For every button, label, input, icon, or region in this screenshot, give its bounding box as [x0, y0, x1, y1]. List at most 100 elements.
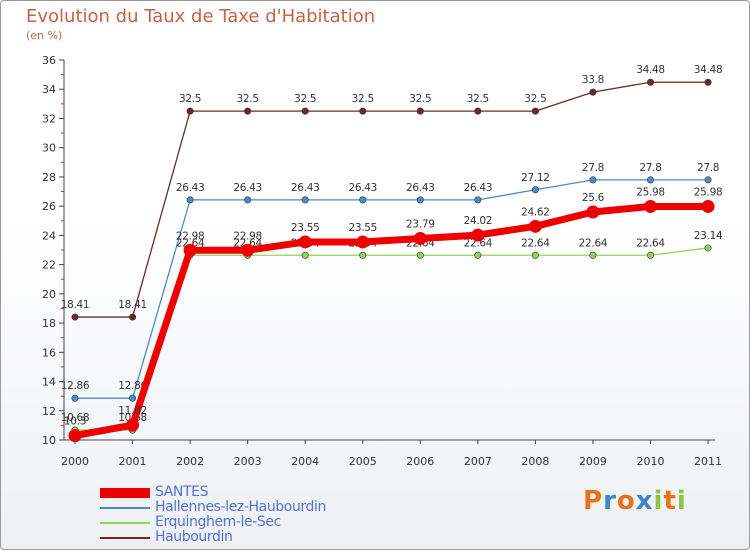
x-tick-label: 2004: [291, 455, 319, 468]
data-point: [359, 251, 367, 259]
data-label: 10.3: [64, 416, 86, 428]
data-label: 32.5: [409, 93, 431, 105]
data-label: 18.41: [118, 299, 147, 311]
data-label: 34.48: [636, 64, 665, 76]
data-label: 32.5: [179, 93, 201, 105]
data-label: 26.43: [291, 182, 320, 194]
y-tick-label: 26: [42, 200, 56, 213]
data-label: 26.43: [176, 182, 205, 194]
y-tick-label: 24: [42, 229, 56, 242]
y-tick-label: 28: [42, 171, 56, 184]
data-point: [704, 176, 712, 184]
data-point: [474, 196, 482, 204]
logo-letter: i: [653, 486, 664, 516]
data-label: 23.55: [291, 222, 320, 234]
data-point: [68, 429, 82, 443]
data-label: 26.43: [406, 182, 435, 194]
data-label: 22.64: [636, 237, 665, 249]
data-label: 32.5: [294, 93, 316, 105]
data-label: 24.02: [464, 215, 493, 227]
x-tick-label: 2000: [61, 455, 89, 468]
y-tick-label: 20: [42, 288, 56, 301]
data-point: [528, 219, 542, 233]
logo-letter: P: [583, 486, 604, 516]
series-line-hauboudin: [74, 81, 709, 318]
data-point: [416, 107, 424, 115]
data-point: [701, 199, 715, 213]
y-tick-label: 36: [42, 54, 56, 67]
data-point: [416, 196, 424, 204]
data-point: [359, 107, 367, 115]
data-point: [531, 186, 539, 194]
legend-label: Erquinghem-le-Sec: [155, 514, 281, 530]
data-label: 22.64: [464, 237, 493, 249]
data-point: [646, 78, 654, 86]
data-point: [71, 313, 79, 321]
data-label: 23.55: [348, 222, 377, 234]
x-tick-label: 2001: [119, 455, 147, 468]
data-point: [646, 176, 654, 184]
data-label: 25.98: [636, 186, 665, 198]
legend-swatch: [100, 488, 150, 498]
x-tick-label: 2006: [406, 455, 434, 468]
legend-label: Hallennes-lez-Haubourdin: [155, 499, 326, 515]
x-tick-label: 2009: [579, 455, 607, 468]
logo-letter: i: [676, 486, 687, 516]
legend-label: SANTES: [155, 484, 209, 500]
logo-letter: t: [663, 486, 677, 516]
data-point: [586, 205, 600, 219]
data-point: [129, 394, 137, 402]
logo-letter: o: [616, 486, 636, 516]
x-tick-label: 2003: [234, 455, 262, 468]
legend-label: Haubourdin: [155, 529, 233, 545]
data-point: [646, 251, 654, 259]
data-point: [416, 251, 424, 259]
y-tick-label: 22: [42, 259, 56, 272]
data-label: 26.43: [464, 182, 493, 194]
x-tick-label: 2010: [637, 455, 665, 468]
data-label: 22.64: [579, 237, 608, 249]
data-label: 12.86: [118, 380, 147, 392]
data-point: [301, 251, 309, 259]
data-point: [474, 107, 482, 115]
data-label: 32.5: [352, 93, 374, 105]
data-point: [413, 231, 427, 245]
data-point: [186, 196, 194, 204]
data-point: [301, 196, 309, 204]
data-point: [71, 394, 79, 402]
data-point: [704, 78, 712, 86]
data-label: 32.5: [467, 93, 489, 105]
y-tick-label: 18: [42, 317, 56, 330]
data-label: 10.68: [61, 412, 90, 424]
data-label: 18.41: [61, 299, 90, 311]
data-label: 22.98: [233, 230, 262, 242]
legend-swatch: [100, 522, 150, 524]
y-tick-label: 32: [42, 112, 56, 125]
data-point: [301, 107, 309, 115]
data-label: 27.8: [582, 162, 604, 174]
series-line-erquinghem-le-sec: [74, 247, 709, 431]
data-label: 32.5: [524, 93, 546, 105]
data-label: 27.8: [697, 162, 719, 174]
data-point: [244, 107, 252, 115]
data-label: 12.86: [61, 380, 90, 392]
legend-swatch: [100, 507, 150, 509]
data-label: 33.8: [582, 74, 604, 86]
data-point: [359, 196, 367, 204]
x-tick-label: 2007: [464, 455, 492, 468]
y-tick-label: 34: [42, 83, 56, 96]
logo-letter: x: [635, 486, 654, 516]
data-point: [356, 235, 370, 249]
logo-letter: r: [603, 486, 617, 516]
data-point: [704, 244, 712, 252]
data-label: 27.8: [639, 162, 661, 174]
data-point: [183, 243, 197, 257]
y-tick-label: 10: [42, 434, 56, 447]
data-label: 25.98: [694, 186, 723, 198]
data-point: [531, 107, 539, 115]
data-label: 24.62: [521, 206, 550, 218]
y-tick-label: 12: [42, 405, 56, 418]
data-point: [298, 235, 312, 249]
data-point: [126, 418, 140, 432]
